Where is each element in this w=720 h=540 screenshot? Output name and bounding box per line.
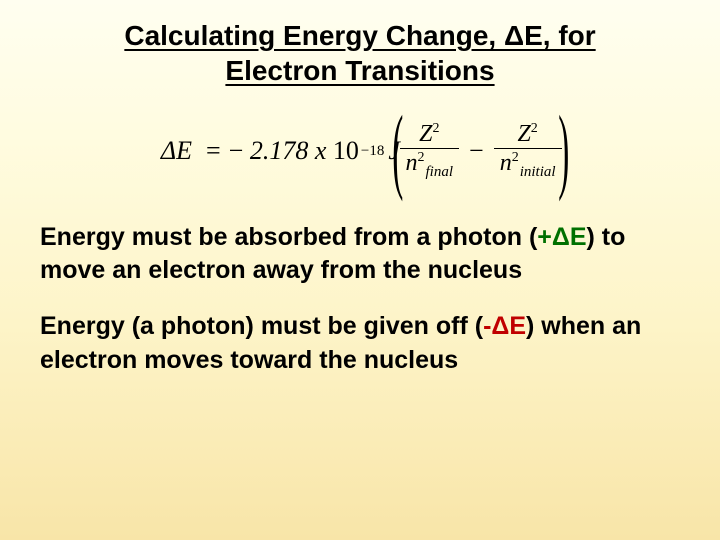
equals-sign: = <box>206 136 221 166</box>
para2-pre: Energy (a photon) must be given off ( <box>40 312 483 340</box>
base-ten: 10 <box>333 136 359 166</box>
energy-formula: ΔE = − 2.178 x 10−18 J ( Z2 n2final − Z2… <box>161 118 559 185</box>
exponent: −18 <box>361 143 384 160</box>
right-paren: ) <box>558 116 569 183</box>
numerator-final: Z2 <box>413 120 445 148</box>
delta-e-symbol: ΔE <box>161 136 192 166</box>
times-symbol: x <box>308 136 333 166</box>
left-paren: ( <box>392 116 403 183</box>
formula-container: ΔE = − 2.178 x 10−18 J ( Z2 n2final − Z2… <box>40 118 680 185</box>
neg-delta-e: -ΔE <box>483 312 526 340</box>
paren-inner: Z2 n2final − Z2 n2initial <box>394 120 568 182</box>
title-line-2: Electron Transitions <box>225 55 494 86</box>
inner-minus: − <box>469 136 484 166</box>
formula-prefix: ΔE = − 2.178 x 10−18 J <box>161 136 402 166</box>
slide-title: Calculating Energy Change, ΔE, for Elect… <box>40 18 680 88</box>
numerator-initial: Z2 <box>511 120 543 148</box>
paragraph-emission: Energy (a photon) must be given off (-ΔE… <box>40 310 680 378</box>
coefficient: 2.178 <box>243 136 308 166</box>
denominator-final: n2final <box>400 149 460 182</box>
fraction-final: Z2 n2final <box>400 120 460 182</box>
title-line-1: Calculating Energy Change, ΔE, for <box>124 20 595 51</box>
minus-sign: − <box>229 136 244 166</box>
denominator-initial: n2initial <box>494 149 562 182</box>
paragraph-absorption: Energy must be absorbed from a photon (+… <box>40 221 680 289</box>
plus-delta-e: +ΔE <box>537 223 586 251</box>
para1-pre: Energy must be absorbed from a photon ( <box>40 223 537 251</box>
fraction-initial: Z2 n2initial <box>494 120 562 182</box>
